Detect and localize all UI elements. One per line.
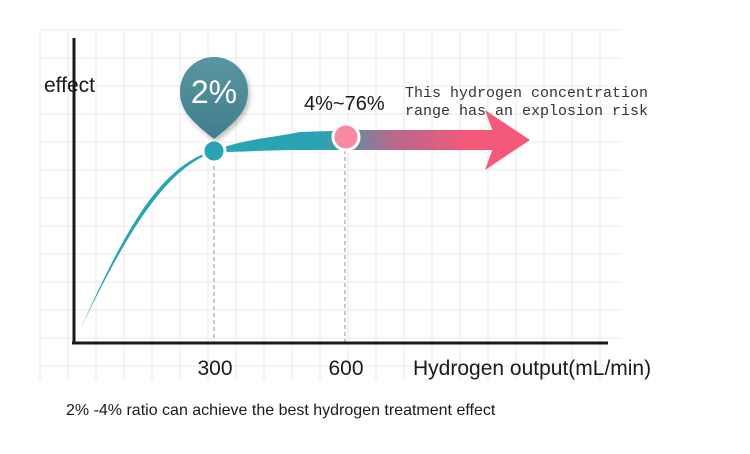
arrow-head [485, 110, 530, 170]
x-tick-label-600: 600 [328, 357, 363, 380]
range-label: 4%~76% [304, 93, 385, 115]
pin-shape [180, 57, 248, 139]
x-axis-label: Hydrogen output(mL/min) [413, 357, 651, 380]
pin-callout [180, 57, 248, 139]
range-note-line2: range has an explosion risk [405, 103, 648, 120]
marker-300 [201, 138, 227, 164]
marker-600 [331, 122, 361, 152]
grid [39, 29, 620, 380]
caption: 2% -4% ratio can achieve the best hydrog… [66, 402, 496, 419]
y-axis-label: effect [44, 74, 95, 97]
x-tick-label-300: 300 [197, 357, 232, 380]
range-note-line1: This hydrogen concentration [405, 85, 648, 102]
pin-label: 2% [191, 74, 237, 110]
effect-curve-band [80, 130, 470, 330]
arrow-shaft-extension [460, 130, 496, 150]
